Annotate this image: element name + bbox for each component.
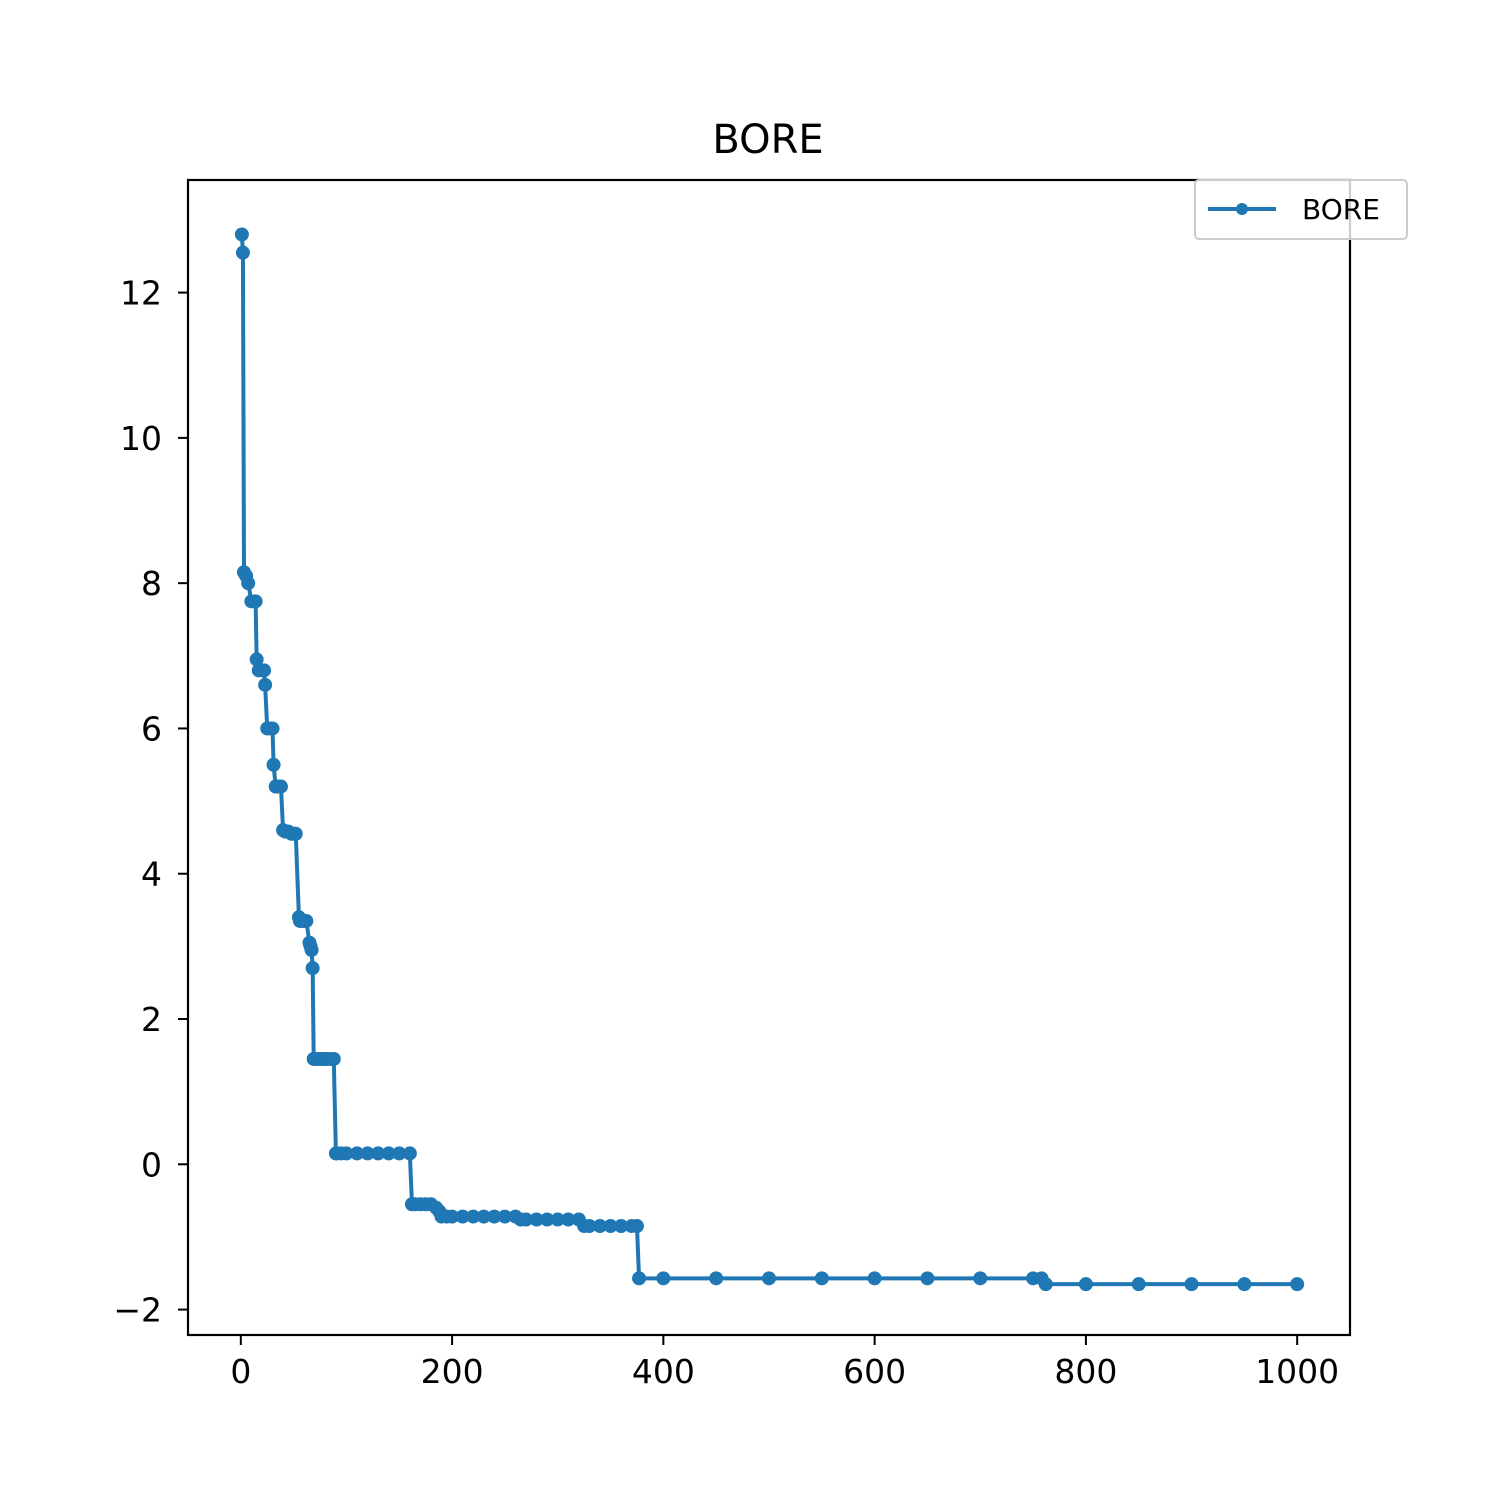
data-point (266, 757, 281, 772)
data-point (299, 913, 314, 928)
data-point (592, 1219, 607, 1234)
x-tick-label: 200 (421, 1352, 484, 1391)
chart-title: BORE (712, 117, 823, 163)
data-point (519, 1212, 534, 1227)
data-point (497, 1209, 512, 1224)
x-tick-label: 0 (230, 1352, 251, 1391)
axis-ticks-layer: 0 200 400 600 800 1000 −2 0 2 4 6 8 10 12 (113, 274, 1339, 1391)
data-point (1038, 1277, 1053, 1292)
data-point (814, 1271, 829, 1286)
data-point (234, 227, 249, 242)
y-tick-label: 12 (120, 274, 162, 313)
data-point (476, 1209, 491, 1224)
legend: BORE (1194, 179, 1408, 240)
data-point (629, 1219, 644, 1234)
data-point (273, 779, 288, 794)
data-point (381, 1146, 396, 1161)
data-point (466, 1209, 481, 1224)
data-point (603, 1219, 618, 1234)
data-point (540, 1212, 555, 1227)
data-point (1078, 1277, 1093, 1292)
data-point (487, 1209, 502, 1224)
data-point (258, 677, 273, 692)
data-point (235, 245, 250, 260)
data-point (582, 1219, 597, 1234)
y-tick-label: 6 (141, 709, 162, 748)
data-point (249, 652, 264, 667)
data-point (1290, 1277, 1305, 1292)
data-point (257, 663, 272, 678)
y-tick-label: 0 (141, 1145, 162, 1184)
data-point (632, 1271, 647, 1286)
data-point (445, 1209, 460, 1224)
data-point (305, 961, 320, 976)
legend-label: BORE (1302, 193, 1380, 226)
data-point (392, 1146, 407, 1161)
data-point (529, 1212, 544, 1227)
data-point (1131, 1277, 1146, 1292)
data-point (920, 1271, 935, 1286)
plot-frame (186, 178, 1352, 1337)
data-point (1184, 1277, 1199, 1292)
y-tick-label: 8 (141, 564, 162, 603)
x-tick-label: 600 (843, 1352, 906, 1391)
data-point (304, 943, 319, 957)
data-point (371, 1146, 386, 1161)
legend-marker-swatch (1236, 203, 1248, 215)
legend-frame (1194, 179, 1408, 240)
data-point (402, 1146, 417, 1161)
data-point (614, 1219, 629, 1234)
y-tick-label: 10 (120, 419, 162, 458)
x-tick-label: 800 (1054, 1352, 1117, 1391)
y-tick-label: 4 (141, 855, 162, 894)
data-point (288, 826, 303, 841)
data-point (350, 1146, 365, 1161)
data-point (1237, 1277, 1252, 1292)
data-point (973, 1271, 988, 1286)
data-point (455, 1209, 470, 1224)
x-tick-label: 400 (632, 1352, 695, 1391)
data-point (339, 1146, 354, 1161)
data-point (550, 1212, 565, 1227)
data-point (561, 1212, 576, 1227)
data-point (360, 1146, 375, 1161)
data-point (248, 594, 263, 609)
y-tick-label: −2 (113, 1291, 162, 1330)
data-point (656, 1271, 671, 1286)
x-tick-label: 1000 (1255, 1352, 1339, 1391)
data-point (265, 721, 280, 736)
y-tick-label: 2 (141, 1000, 162, 1039)
data-point (326, 1051, 341, 1066)
data-point (709, 1271, 724, 1286)
plot-series-layer (234, 227, 1305, 1292)
data-point (867, 1271, 882, 1286)
data-point (241, 576, 256, 591)
data-point (762, 1271, 776, 1286)
